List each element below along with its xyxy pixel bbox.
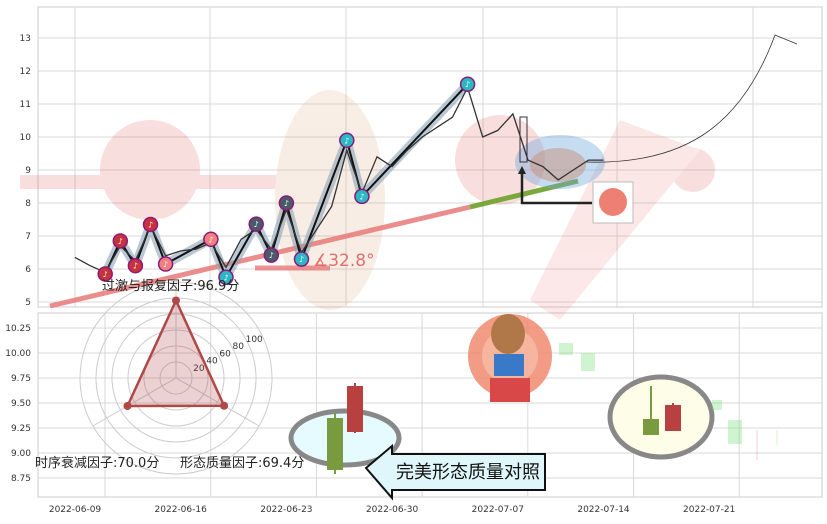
trend-line-red — [49, 204, 471, 309]
note-icon: ♪ — [344, 136, 349, 145]
target-box — [519, 116, 528, 163]
factor-label-decay: 时序衰减因子:70.0分 — [35, 455, 159, 471]
x-tick-label: 2022-07-07 — [472, 505, 524, 515]
note-icon: ♪ — [269, 251, 274, 260]
pivot-marker — [293, 251, 310, 267]
angle-label: ∡32.8° — [313, 251, 375, 271]
radar-ring-label: 80 — [232, 342, 244, 352]
pivot-marker — [97, 266, 113, 282]
y-tick-label-top: 11 — [20, 100, 31, 110]
note-icon: ♪ — [299, 255, 304, 264]
y-tick-label-top: 5 — [25, 298, 31, 308]
radar-vertex — [172, 296, 180, 305]
y-tick-label-top: 12 — [20, 67, 31, 77]
note-icon: ♪ — [284, 199, 289, 208]
watermark-logo-icon — [671, 148, 715, 192]
pivot-marker — [354, 188, 370, 205]
radar-ring-label: 100 — [246, 335, 263, 345]
y-tick-label-top: 7 — [25, 232, 31, 242]
arrow-up-icon — [518, 166, 526, 174]
note-icon: ♪ — [254, 220, 259, 229]
y-tick-label-top: 6 — [25, 265, 31, 275]
trend-lines — [49, 178, 579, 309]
x-tick-label: 2022-06-23 — [260, 505, 312, 515]
note-icon: ♪ — [223, 273, 228, 282]
pivot-marker — [263, 247, 280, 263]
pivot-marker — [157, 256, 174, 272]
pivot-marker — [459, 76, 476, 92]
x-tick-label: 2022-06-16 — [155, 505, 208, 515]
highlight-ellipse-inner — [530, 148, 586, 182]
candle-up — [643, 419, 659, 435]
y-tick-label-bottom: 9.00 — [11, 449, 31, 459]
candle-up — [327, 418, 343, 470]
pivot-marker — [278, 195, 295, 211]
y-tick-label-bottom: 9.50 — [11, 399, 31, 409]
pivot-marker — [112, 233, 129, 249]
pivot-marker — [218, 269, 234, 285]
x-tick-label: 2022-07-14 — [577, 505, 630, 515]
mascot-superhero-icon — [468, 314, 552, 402]
pivot-marker — [142, 216, 159, 233]
pivot-marker — [339, 132, 355, 149]
radar-axis — [92, 377, 177, 427]
y-tick-label-top: 13 — [20, 34, 31, 44]
radar-vertex — [220, 401, 229, 410]
radar-polygon — [125, 297, 227, 408]
factor-label-excess: 过激与报复因子:96.9分 — [102, 279, 239, 294]
note-icon: ♪ — [133, 262, 138, 271]
mascot-icon — [599, 188, 627, 216]
projection-curve — [584, 34, 798, 163]
ellipse-right-highlight — [607, 374, 715, 460]
note-icon: ♪ — [163, 260, 168, 269]
pivot-marker — [203, 231, 219, 248]
y-tick-label-top: 8 — [25, 199, 31, 209]
radar-ring-label: 40 — [206, 357, 218, 367]
price-line — [74, 85, 604, 274]
callout-arrow: 完美形态质量对照 — [364, 443, 546, 501]
radar-axis — [175, 377, 260, 427]
radar-ring-label: 60 — [219, 349, 231, 359]
y-tick-label-top: 9 — [25, 166, 31, 176]
callout-label: 完美形态质量对照 — [396, 462, 540, 483]
x-tick-label: 2022-07-21 — [683, 505, 735, 515]
note-icon: ♪ — [359, 192, 364, 201]
y-tick-label-bottom: 10.00 — [5, 349, 31, 359]
watermark-bar — [20, 175, 300, 189]
note-icon: ♪ — [465, 80, 470, 89]
radar-ring-label: 20 — [193, 364, 205, 374]
radar-vertex — [123, 402, 132, 410]
y-tick-label-bottom: 9.25 — [11, 424, 31, 434]
pivot-marker — [127, 257, 144, 274]
y-tick-label-top: 10 — [20, 133, 32, 143]
faint-candles — [559, 343, 778, 460]
factor-label-quality: 形态质量因子:69.4分 — [180, 456, 304, 471]
x-tick-label: 2022-06-09 — [49, 505, 102, 515]
trend-line-green — [469, 178, 579, 210]
x-tick-label: 2022-06-30 — [366, 505, 419, 515]
y-tick-label-bottom: 9.75 — [11, 374, 31, 384]
y-tick-label-bottom: 8.75 — [11, 474, 31, 484]
candle-down — [347, 386, 363, 432]
note-icon: ♪ — [148, 220, 153, 229]
candle-down — [665, 405, 681, 431]
note-icon: ♪ — [118, 237, 123, 246]
y-tick-label-bottom: 10.25 — [5, 324, 31, 334]
pivot-marker — [248, 216, 264, 232]
target-bracket — [520, 172, 592, 205]
note-icon: ♪ — [208, 235, 213, 244]
watermark-logo-icon — [100, 120, 200, 220]
ellipse-left-highlight — [288, 408, 402, 468]
note-icon: ♪ — [103, 270, 108, 279]
